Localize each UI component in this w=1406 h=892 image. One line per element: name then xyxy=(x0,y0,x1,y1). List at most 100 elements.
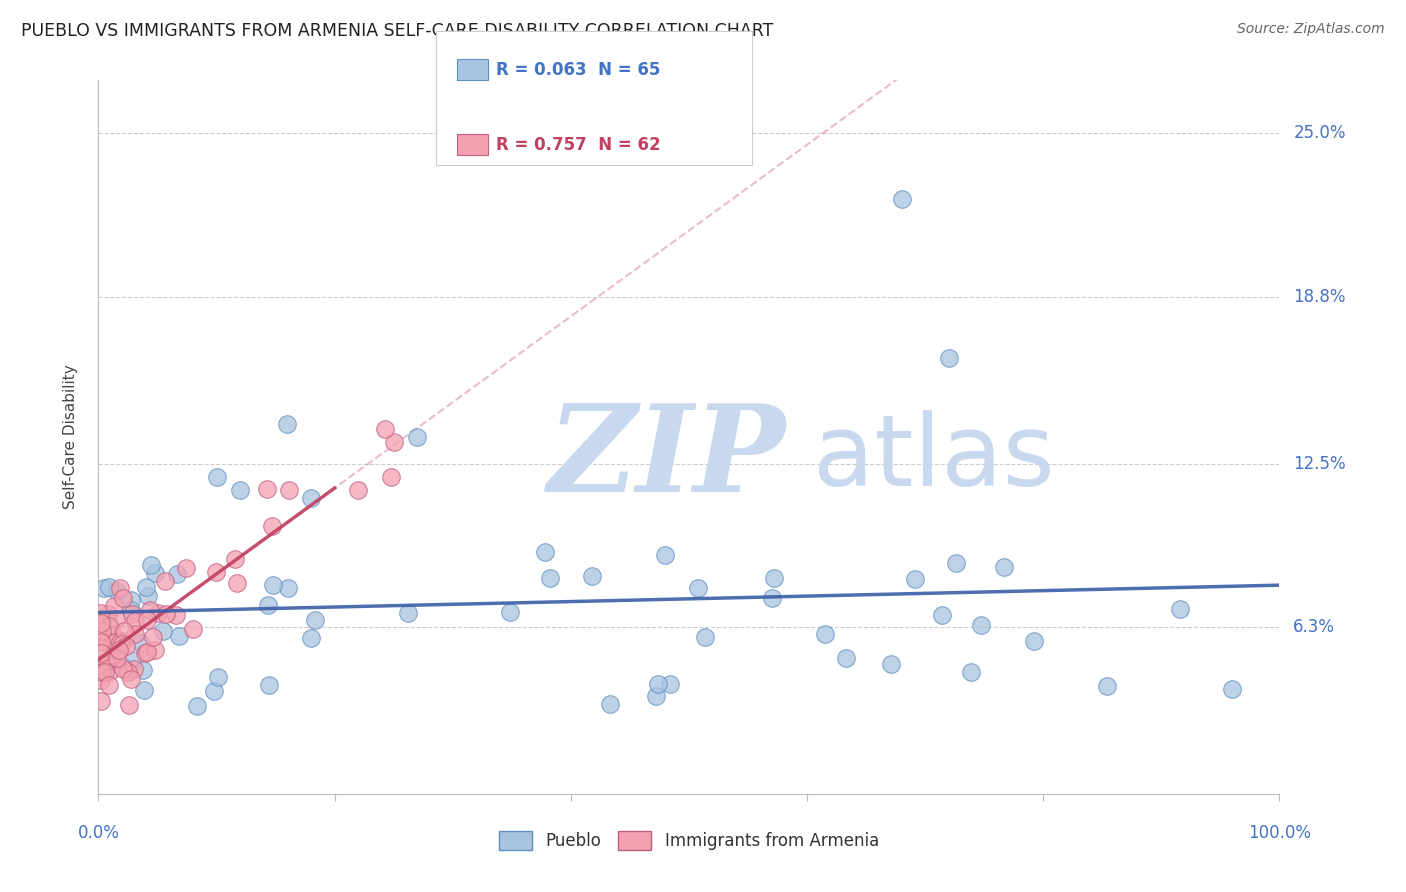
Point xyxy=(229,483,252,497)
Point xyxy=(167,629,190,643)
Point xyxy=(124,626,146,640)
Point xyxy=(108,634,131,648)
Text: 0.0%: 0.0% xyxy=(77,824,120,842)
Point xyxy=(135,645,157,659)
Point xyxy=(93,657,115,671)
Point xyxy=(599,698,621,712)
Point xyxy=(205,469,228,483)
Point xyxy=(90,673,112,687)
Point xyxy=(94,665,117,679)
Point xyxy=(207,670,229,684)
Point xyxy=(90,646,112,660)
Point xyxy=(90,606,112,620)
Point xyxy=(166,567,188,582)
Point xyxy=(143,643,166,657)
Point xyxy=(132,663,155,677)
Text: Source: ZipAtlas.com: Source: ZipAtlas.com xyxy=(1237,22,1385,37)
Point xyxy=(111,637,134,651)
Point xyxy=(181,622,204,636)
Point xyxy=(202,683,225,698)
Point xyxy=(120,593,142,607)
Point xyxy=(97,607,120,621)
Point xyxy=(176,561,198,575)
Point xyxy=(93,659,115,673)
Point xyxy=(101,637,124,651)
Point xyxy=(112,624,135,639)
Point xyxy=(299,491,322,505)
Point xyxy=(91,624,114,639)
Point xyxy=(277,483,299,497)
Point xyxy=(814,626,837,640)
Point xyxy=(1095,679,1118,693)
Point xyxy=(90,694,112,708)
Point xyxy=(993,560,1015,574)
Point xyxy=(101,628,124,642)
Point xyxy=(139,603,162,617)
Point xyxy=(165,608,187,623)
Point xyxy=(121,607,143,621)
Text: 100.0%: 100.0% xyxy=(1249,824,1310,842)
Point xyxy=(970,618,993,632)
Point xyxy=(110,633,132,648)
Point xyxy=(931,607,953,622)
Point xyxy=(581,568,603,582)
Point xyxy=(499,605,522,619)
Point xyxy=(104,634,127,648)
Point xyxy=(890,192,912,206)
Point xyxy=(104,612,127,626)
Point xyxy=(152,624,174,638)
Point xyxy=(658,677,681,691)
Point xyxy=(93,581,115,595)
Point xyxy=(134,647,156,661)
Point xyxy=(124,615,146,629)
Point xyxy=(1022,634,1045,648)
Point xyxy=(104,632,127,646)
Y-axis label: Self-Care Disability: Self-Care Disability xyxy=(63,365,77,509)
Point xyxy=(945,557,967,571)
Point xyxy=(135,581,157,595)
Point xyxy=(880,657,903,671)
Point xyxy=(277,582,299,596)
Point xyxy=(90,635,112,649)
Point xyxy=(105,583,128,598)
Point xyxy=(153,574,176,589)
Point xyxy=(693,630,716,644)
Point xyxy=(93,658,115,673)
Point xyxy=(97,678,120,692)
Point xyxy=(959,665,981,679)
Point xyxy=(904,573,927,587)
Point xyxy=(120,602,142,616)
Point xyxy=(1168,602,1191,616)
Point xyxy=(105,650,128,665)
Point xyxy=(97,581,120,595)
Point xyxy=(262,578,284,592)
Point xyxy=(835,650,858,665)
Text: R = 0.757  N = 62: R = 0.757 N = 62 xyxy=(496,136,661,153)
Point xyxy=(762,571,785,585)
Point xyxy=(134,683,156,698)
Point xyxy=(186,699,208,714)
Point xyxy=(299,631,322,645)
Point xyxy=(538,571,561,585)
Text: ZIP: ZIP xyxy=(547,400,786,517)
Text: 18.8%: 18.8% xyxy=(1294,288,1346,306)
Point xyxy=(374,422,396,436)
Point xyxy=(533,545,555,559)
Point xyxy=(276,417,298,431)
Point xyxy=(93,656,115,670)
Point xyxy=(382,434,405,449)
Point xyxy=(761,591,783,605)
Point xyxy=(90,616,112,631)
Point xyxy=(98,664,121,678)
Point xyxy=(110,581,132,595)
Point xyxy=(94,654,117,668)
Point xyxy=(98,619,121,633)
Text: PUEBLO VS IMMIGRANTS FROM ARMENIA SELF-CARE DISABILITY CORRELATION CHART: PUEBLO VS IMMIGRANTS FROM ARMENIA SELF-C… xyxy=(21,22,773,40)
Point xyxy=(225,576,247,591)
Point xyxy=(120,672,142,686)
Point xyxy=(304,613,326,627)
Point xyxy=(647,676,669,690)
Point xyxy=(686,582,709,596)
Point xyxy=(112,662,135,676)
Point xyxy=(96,634,118,648)
